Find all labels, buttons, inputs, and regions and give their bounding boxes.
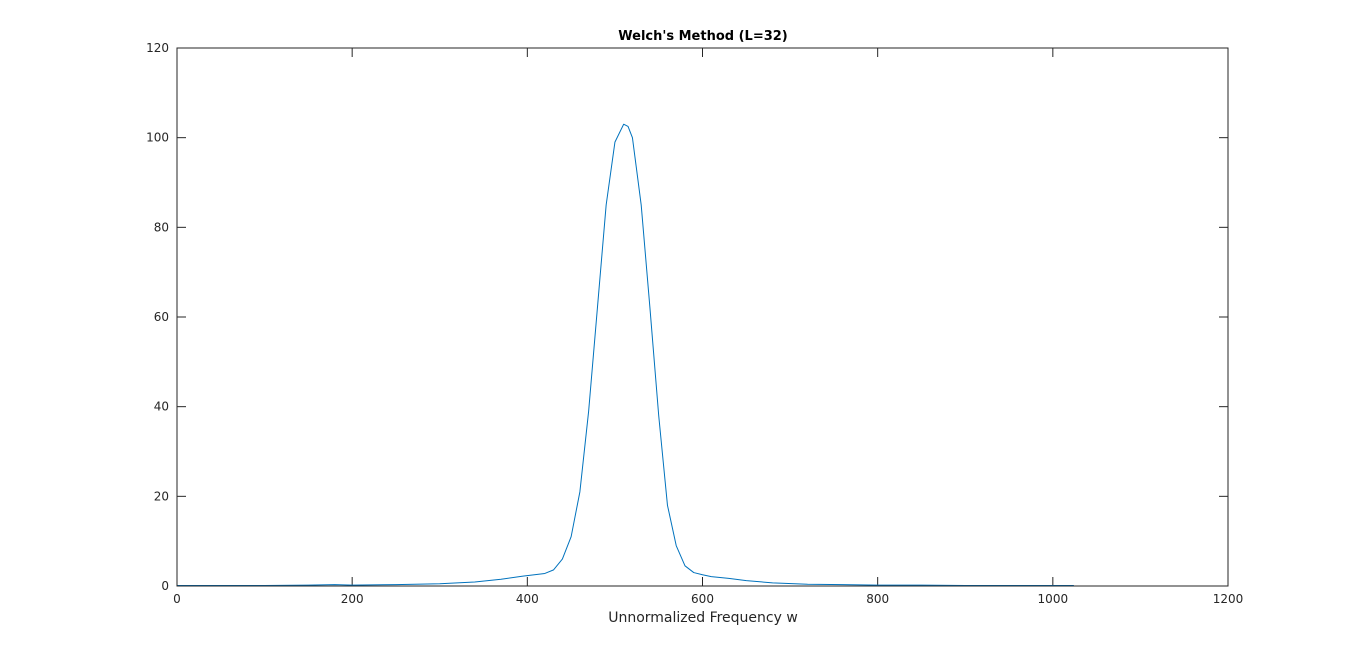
x-tick-label: 1200 — [1213, 592, 1244, 606]
plot-area — [177, 48, 1228, 586]
y-tick-label: 0 — [161, 579, 169, 593]
x-tick-label: 200 — [341, 592, 364, 606]
y-tick-label: 120 — [146, 41, 169, 55]
y-tick-label: 20 — [154, 489, 169, 503]
ticks: 0 200 400 600 800 1000 1200 0 20 40 60 80 100 120 — [146, 41, 1243, 606]
x-tick-label: 400 — [516, 592, 539, 606]
y-tick-label: 40 — [154, 400, 169, 414]
x-axis-label: Unnormalized Frequency w — [608, 610, 798, 626]
axes-box — [176, 47, 1229, 587]
x-tick-label: 1000 — [1038, 592, 1069, 606]
y-tick-label: 80 — [154, 220, 169, 234]
chart-title: Welch's Method (L=32) — [618, 29, 788, 44]
series-group — [177, 123, 1074, 587]
x-tick-label: 600 — [691, 592, 714, 606]
y-tick-label: 60 — [154, 310, 169, 324]
x-tick-label: 0 — [173, 592, 181, 606]
y-tick-label: 100 — [146, 131, 169, 145]
x-tick-label: 800 — [866, 592, 889, 606]
series-line — [177, 123, 1074, 587]
